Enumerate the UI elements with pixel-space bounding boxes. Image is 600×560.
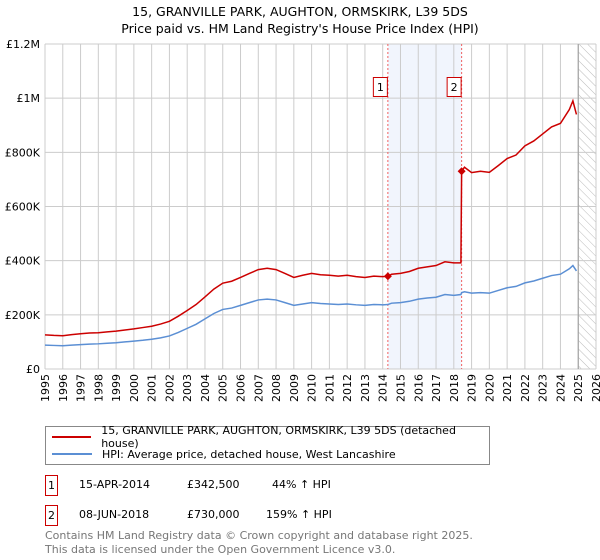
x-tick-label: 2016: [412, 374, 425, 402]
sale-label: 1: [377, 81, 384, 94]
x-tick-label: 2014: [377, 374, 390, 402]
x-tick-label: 2007: [252, 374, 265, 402]
x-tick-label: 2026: [590, 374, 600, 402]
x-tick-label: 2010: [306, 374, 319, 402]
x-tick-label: 2003: [181, 374, 194, 402]
x-tick-label: 2008: [270, 374, 283, 402]
x-tick-label: 2022: [519, 374, 532, 402]
legend-swatch-red: [52, 436, 92, 438]
x-tick-label: 2021: [501, 374, 514, 402]
title-sub: Price paid vs. HM Land Registry's House …: [121, 21, 479, 36]
x-tick-label: 1995: [39, 374, 52, 402]
sale-point: [457, 167, 466, 176]
x-tick-label: 2024: [554, 374, 567, 402]
y-tick-label: £200K: [5, 309, 41, 322]
x-tick-label: 2017: [430, 374, 443, 402]
sale-label-box: [372, 77, 388, 97]
sale-date: 15-APR-2014: [79, 478, 151, 491]
x-tick-label: 2002: [163, 374, 176, 402]
y-tick-label: £800K: [5, 146, 41, 159]
x-tick-label: 1998: [92, 374, 105, 402]
x-tick-label: 2015: [394, 374, 407, 402]
x-tick-label: 2020: [483, 374, 496, 402]
footer: Contains HM Land Registry data © Crown c…: [45, 529, 473, 557]
x-tick-label: 2001: [146, 374, 159, 402]
sale-hpi: 44% ↑ HPI: [272, 478, 331, 491]
sale-label: 2: [451, 81, 458, 94]
legend-swatch-blue: [52, 453, 92, 455]
x-tick-label: 2023: [537, 374, 550, 402]
legend-item-hpi: HPI: Average price, detached house, West…: [52, 446, 396, 462]
legend-item-property: 15, GRANVILLE PARK, AUGHTON, ORMSKIRK, L…: [52, 424, 489, 450]
price-line: [44, 98, 578, 337]
x-tick-label: 2013: [359, 374, 372, 402]
legend: 15, GRANVILLE PARK, AUGHTON, ORMSKIRK, L…: [45, 424, 490, 465]
sale-price: £730,000: [187, 508, 240, 521]
sale-hpi: 159% ↑ HPI: [266, 508, 332, 521]
x-tick-label: 2025: [572, 374, 585, 402]
x-tick-label: 2005: [217, 374, 230, 402]
legend-label: 15, GRANVILLE PARK, AUGHTON, ORMSKIRK, L…: [101, 424, 456, 450]
x-tick-label: 1999: [110, 374, 123, 402]
sale-price: £342,500: [187, 478, 240, 491]
footer-line: This data is licensed under the Open Gov…: [45, 543, 396, 556]
x-tick-label: 1996: [57, 374, 70, 402]
legend-label: HPI: Average price, detached house, West…: [102, 447, 396, 461]
x-tick-label: 2011: [323, 374, 336, 402]
sale-label-box: [446, 77, 462, 97]
y-tick-label: £0: [26, 363, 40, 376]
x-tick-label: 2004: [199, 374, 212, 402]
footer-line: Contains HM Land Registry data © Crown c…: [45, 529, 473, 542]
sale-marker: 2: [45, 505, 58, 526]
y-tick-label: £600K: [5, 201, 41, 214]
x-tick-label: 2018: [448, 374, 461, 402]
y-tick-label: £400K: [5, 255, 41, 268]
sale-marker: 1: [45, 475, 58, 496]
y-tick-label: £1M: [17, 92, 41, 105]
hpi-line: [44, 264, 578, 347]
x-tick-label: 2009: [288, 374, 301, 402]
title-main: 15, GRANVILLE PARK, AUGHTON, ORMSKIRK, L…: [132, 4, 468, 19]
y-tick-label: £1.2M: [6, 38, 40, 51]
x-tick-label: 2012: [341, 374, 354, 402]
sale-point: [383, 272, 392, 281]
x-tick-label: 2000: [128, 374, 141, 402]
x-tick-label: 2019: [466, 374, 479, 402]
sale-date: 08-JUN-2018: [79, 508, 150, 521]
x-tick-label: 2006: [235, 374, 248, 402]
chart-title: 15, GRANVILLE PARK, AUGHTON, ORMSKIRK, L…: [0, 3, 600, 37]
x-tick-label: 1997: [75, 374, 88, 402]
price-chart: 1995 1996 1997 1998 1999 2000 2001 2002 2003 2004…: [5, 38, 600, 402]
